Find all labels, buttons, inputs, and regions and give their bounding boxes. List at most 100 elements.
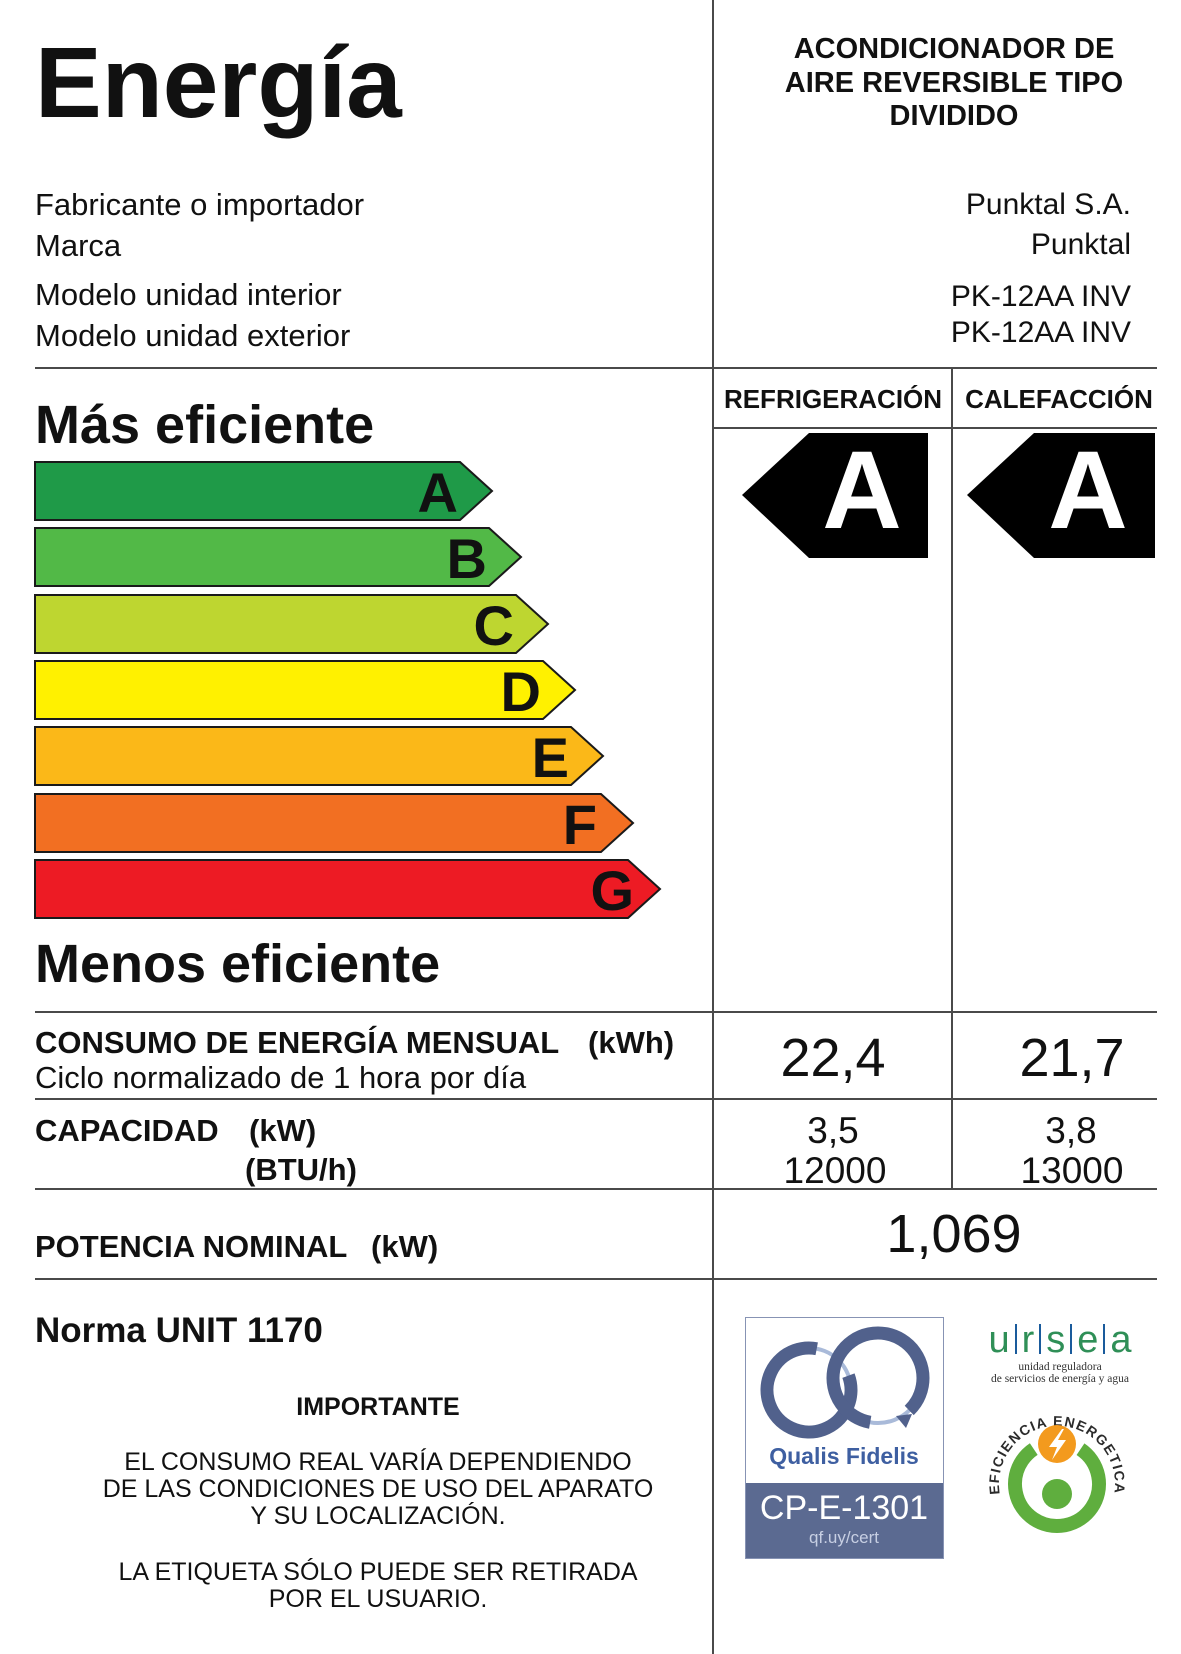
qualis-link-text: qf.uy/cert <box>809 1528 879 1547</box>
product-type-line: AIRE REVERSIBLE TIPO <box>784 66 1124 99</box>
notice-line: POR EL USUARIO. <box>268 1585 488 1613</box>
header-divider <box>35 367 1157 369</box>
consumption-subtitle: Ciclo normalizado de 1 hora por día <box>35 1060 527 1095</box>
power-top-divider <box>35 1188 1157 1190</box>
ursea-letter: r <box>1021 1319 1035 1361</box>
nominal-power-value: 1,069 <box>886 1204 1022 1264</box>
cooling-class-letter: A <box>822 429 901 552</box>
cooling-capacity-btu: 12000 <box>783 1150 887 1191</box>
heating-class-arrow <box>967 433 1155 558</box>
notice-heading: IMPORTANTE <box>296 1393 460 1421</box>
consumption-top-divider <box>35 1011 1157 1013</box>
cooling-class-indicator: A <box>742 429 928 558</box>
ursea-letter: e <box>1077 1319 1099 1361</box>
ursea-letter: s <box>1046 1319 1066 1361</box>
least-efficient-label: Menos eficiente <box>35 934 441 994</box>
ursea-line-1: unidad reguladora <box>1018 1361 1102 1373</box>
ursea-separator <box>1103 1324 1106 1354</box>
qualis-name: Qualis Fidelis <box>769 1443 919 1469</box>
capacity-title: CAPACIDAD <box>35 1113 219 1148</box>
footer-top-divider <box>35 1278 1157 1280</box>
nominal-power-title: POTENCIA NOMINAL <box>35 1229 348 1264</box>
most-efficient-label: Más eficiente <box>35 395 375 455</box>
norm-reference: Norma UNIT 1170 <box>35 1311 323 1350</box>
efficiency-seal: EFICIENCIA ENERGETICA <box>986 1413 1127 1533</box>
manufacturer-value: Punktal S.A. <box>965 188 1131 221</box>
scale-bar-d: D <box>34 660 577 723</box>
scale-letter-e: E <box>532 726 569 789</box>
column-divider <box>951 367 953 1188</box>
capacity-top-divider <box>35 1098 1157 1100</box>
ursea-letter: u <box>988 1319 1010 1361</box>
scale-bar-b: B <box>34 527 523 590</box>
scale-letter-a: A <box>418 461 458 524</box>
scale-bar-c: C <box>34 594 550 657</box>
scale-letter-f: F <box>563 793 597 856</box>
brand-label: Marca <box>35 228 122 263</box>
notice-line: LA ETIQUETA SÓLO PUEDE SER RETIRADA <box>118 1558 638 1586</box>
scale-bar-e-shape <box>34 726 605 786</box>
scale-letter-g: G <box>590 859 634 922</box>
qualis-certificate-code: CP-E-1301 <box>759 1489 929 1527</box>
scale-bar-f: F <box>34 793 635 856</box>
heating-capacity-btu: 13000 <box>1020 1150 1124 1191</box>
cooling-capacity-kw: 3,5 <box>807 1110 859 1151</box>
product-type-line: ACONDICIONADOR DE <box>793 33 1115 65</box>
manufacturer-label: Fabricante o importador <box>35 187 365 222</box>
notice-paragraph-1: EL CONSUMO REAL VARÍA DEPENDIENDO DE LAS… <box>78 1449 678 1530</box>
scale-bar-c-shape <box>34 594 550 654</box>
indoor-model-label: Modelo unidad interior <box>35 277 342 312</box>
ursea-line-2: de servicios de energía y agua <box>990 1373 1130 1385</box>
product-type: ACONDICIONADOR DE AIRE REVERSIBLE TIPO D… <box>760 33 1148 134</box>
nominal-power-unit: (kW) <box>371 1229 439 1264</box>
notice-line: DE LAS CONDICIONES DE USO DEL APARATO <box>102 1475 654 1503</box>
consumption-title: CONSUMO DE ENERGÍA MENSUAL <box>35 1025 560 1060</box>
scale-bar-a: A <box>34 461 494 524</box>
qualis-fidelis-logo: Qualis Fidelis CP-E-1301 qf.uy/cert <box>745 1317 944 1559</box>
scale-bar-g: G <box>34 859 662 922</box>
scale-letter-d: D <box>501 660 541 723</box>
capacity-unit-btu: (BTU/h) <box>245 1152 357 1187</box>
consumption-unit: (kWh) <box>588 1025 675 1060</box>
outdoor-model-value: PK-12AA INV <box>950 316 1131 349</box>
efficiency-scale: A B C D E F G <box>34 461 662 922</box>
seal-green-figure <box>1042 1479 1072 1509</box>
product-type-line: DIVIDIDO <box>889 100 1019 132</box>
notice-paragraph-2: LA ETIQUETA SÓLO PUEDE SER RETIRADA POR … <box>78 1559 678 1613</box>
scale-letter-b: B <box>447 527 487 590</box>
ursea-separator <box>1039 1324 1042 1354</box>
heating-consumption-value: 21,7 <box>1019 1028 1125 1088</box>
heating-capacity-kw: 3,8 <box>1045 1110 1097 1151</box>
capacity-unit-kw: (kW) <box>249 1113 317 1148</box>
brand-value: Punktal <box>1030 228 1131 261</box>
scale-bar-a-shape <box>34 461 494 521</box>
qualis-rings-icon <box>760 1326 930 1439</box>
scale-letter-c: C <box>474 594 514 657</box>
main-vertical-divider <box>712 0 714 1654</box>
cooling-consumption-value: 22,4 <box>780 1028 886 1088</box>
page-title: Energía <box>35 27 402 139</box>
class-indicators: A A <box>742 429 1155 558</box>
qualis-band: CP-E-1301 qf.uy/cert <box>746 1483 943 1558</box>
scale-bar-b-shape <box>34 527 523 587</box>
lightning-icon <box>1049 1429 1066 1460</box>
cooling-class-arrow <box>742 433 928 558</box>
outdoor-model-label: Modelo unidad exterior <box>35 318 351 353</box>
cooling-column-header: REFRIGERACIÓN <box>723 384 943 414</box>
scale-bar-f-shape <box>34 793 635 853</box>
heating-class-letter: A <box>1048 429 1127 552</box>
scale-bar-g-shape <box>34 859 662 919</box>
notice-line: EL CONSUMO REAL VARÍA DEPENDIENDO <box>124 1448 632 1476</box>
scale-bar-d-shape <box>34 660 577 720</box>
heating-column-header: CALEFACCIÓN <box>965 384 1153 414</box>
notice-line: Y SU LOCALIZACIÓN. <box>250 1502 506 1530</box>
heating-class-indicator: A <box>967 429 1155 558</box>
ursea-separator <box>1070 1324 1073 1354</box>
ursea-separator <box>1014 1324 1017 1354</box>
ursea-letter: a <box>1110 1319 1132 1361</box>
scale-bar-e: E <box>34 726 605 789</box>
column-header-underline <box>713 427 1157 429</box>
indoor-model-value: PK-12AA INV <box>950 280 1131 313</box>
